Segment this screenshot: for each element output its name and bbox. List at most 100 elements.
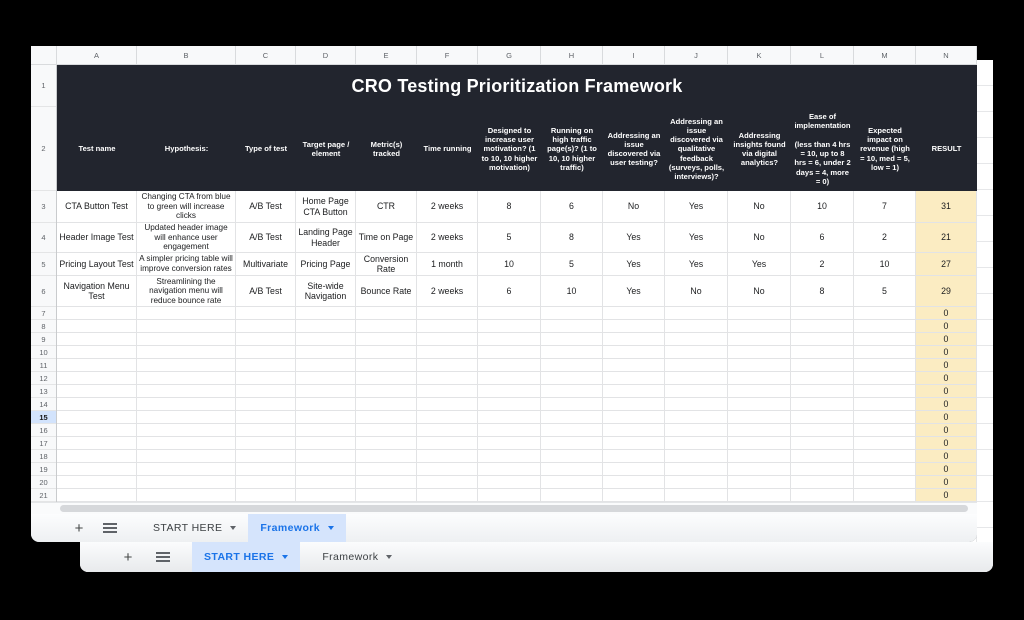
cell-G10[interactable] (478, 346, 541, 359)
cell-F13[interactable] (417, 385, 478, 398)
cell-A7[interactable] (57, 307, 137, 320)
cell-F9[interactable] (417, 333, 478, 346)
cell-E5[interactable]: Conversion Rate (356, 253, 417, 276)
cell-J13[interactable] (665, 385, 728, 398)
cell-K16[interactable] (728, 424, 791, 437)
cell-H17[interactable] (541, 437, 603, 450)
cell-K5[interactable]: Yes (728, 253, 791, 276)
cell-I4[interactable]: Yes (603, 223, 665, 253)
cell-D4[interactable]: Landing Page Header (296, 223, 356, 253)
sheet-title-cell[interactable]: CRO Testing Prioritization Framework (57, 65, 977, 107)
cell-M8[interactable] (854, 320, 916, 333)
cell-C16[interactable] (236, 424, 296, 437)
cell-F21[interactable] (417, 489, 478, 502)
cell-B19[interactable] (137, 463, 236, 476)
cell-D15[interactable] (296, 411, 356, 424)
cell-B5[interactable]: A simpler pricing table will improve con… (137, 253, 236, 276)
cell-N18[interactable]: 0 (916, 450, 977, 463)
column-header-C[interactable]: C (236, 46, 296, 64)
cell-A15[interactable] (57, 411, 137, 424)
cell-A16[interactable] (57, 424, 137, 437)
cell-K21[interactable] (728, 489, 791, 502)
cell-B14[interactable] (137, 398, 236, 411)
cell-M11[interactable] (854, 359, 916, 372)
cell-A3[interactable]: CTA Button Test (57, 191, 137, 223)
column-title-K[interactable]: Addressing insights found via digital an… (733, 130, 786, 168)
cell-D7[interactable] (296, 307, 356, 320)
cell-C8[interactable] (236, 320, 296, 333)
cell-A8[interactable] (57, 320, 137, 333)
cell-N10[interactable]: 0 (916, 346, 977, 359)
cell-N6[interactable]: 29 (916, 276, 977, 307)
cell-H3[interactable]: 6 (541, 191, 603, 223)
cell-B10[interactable] (137, 346, 236, 359)
cell-A9[interactable] (57, 333, 137, 346)
cell-F16[interactable] (417, 424, 478, 437)
cell-M13[interactable] (854, 385, 916, 398)
cell-H11[interactable] (541, 359, 603, 372)
cell-M10[interactable] (854, 346, 916, 359)
cell-D8[interactable] (296, 320, 356, 333)
cell-E6[interactable]: Bounce Rate (356, 276, 417, 307)
cell-H19[interactable] (541, 463, 603, 476)
cell-E19[interactable] (356, 463, 417, 476)
cell-B6[interactable]: Streamlining the navigation menu will re… (137, 276, 236, 307)
cell-L17[interactable] (791, 437, 854, 450)
cell-B12[interactable] (137, 372, 236, 385)
cell-C20[interactable] (236, 476, 296, 489)
cell-M19[interactable] (854, 463, 916, 476)
cell-N7[interactable]: 0 (916, 307, 977, 320)
cell-K17[interactable] (728, 437, 791, 450)
cell-K8[interactable] (728, 320, 791, 333)
cell-A14[interactable] (57, 398, 137, 411)
cell-J17[interactable] (665, 437, 728, 450)
cell-I13[interactable] (603, 385, 665, 398)
cell-A13[interactable] (57, 385, 137, 398)
cell-H16[interactable] (541, 424, 603, 437)
cell-I9[interactable] (603, 333, 665, 346)
cell-A5[interactable]: Pricing Layout Test (57, 253, 137, 276)
cell-J7[interactable] (665, 307, 728, 320)
cell-N16[interactable]: 0 (916, 424, 977, 437)
cell-L8[interactable] (791, 320, 854, 333)
cell-F18[interactable] (417, 450, 478, 463)
cell-D16[interactable] (296, 424, 356, 437)
cell-N4[interactable]: 21 (916, 223, 977, 253)
column-header-E[interactable]: E (356, 46, 417, 64)
column-header-D[interactable]: D (296, 46, 356, 64)
cell-L19[interactable] (791, 463, 854, 476)
cell-E11[interactable] (356, 359, 417, 372)
cell-E3[interactable]: CTR (356, 191, 417, 223)
cell-N11[interactable]: 0 (916, 359, 977, 372)
row-header-12[interactable]: 12 (31, 372, 56, 385)
cell-D14[interactable] (296, 398, 356, 411)
cell-K4[interactable]: No (728, 223, 791, 253)
cell-J9[interactable] (665, 333, 728, 346)
cell-A12[interactable] (57, 372, 137, 385)
cell-M5[interactable]: 10 (854, 253, 916, 276)
cell-K10[interactable] (728, 346, 791, 359)
add-sheet-button[interactable]: + (123, 548, 133, 566)
cell-M9[interactable] (854, 333, 916, 346)
cell-F7[interactable] (417, 307, 478, 320)
cell-D20[interactable] (296, 476, 356, 489)
row-header-17[interactable]: 17 (31, 437, 56, 450)
cell-N14[interactable]: 0 (916, 398, 977, 411)
cell-G18[interactable] (478, 450, 541, 463)
cell-I8[interactable] (603, 320, 665, 333)
cell-B17[interactable] (137, 437, 236, 450)
cell-J12[interactable] (665, 372, 728, 385)
cell-I12[interactable] (603, 372, 665, 385)
cell-K12[interactable] (728, 372, 791, 385)
cell-F10[interactable] (417, 346, 478, 359)
cell-D18[interactable] (296, 450, 356, 463)
cell-E13[interactable] (356, 385, 417, 398)
cell-H10[interactable] (541, 346, 603, 359)
cell-C13[interactable] (236, 385, 296, 398)
cell-B9[interactable] (137, 333, 236, 346)
cell-M6[interactable]: 5 (854, 276, 916, 307)
cell-F4[interactable]: 2 weeks (417, 223, 478, 253)
cell-G11[interactable] (478, 359, 541, 372)
cell-G16[interactable] (478, 424, 541, 437)
cell-I21[interactable] (603, 489, 665, 502)
